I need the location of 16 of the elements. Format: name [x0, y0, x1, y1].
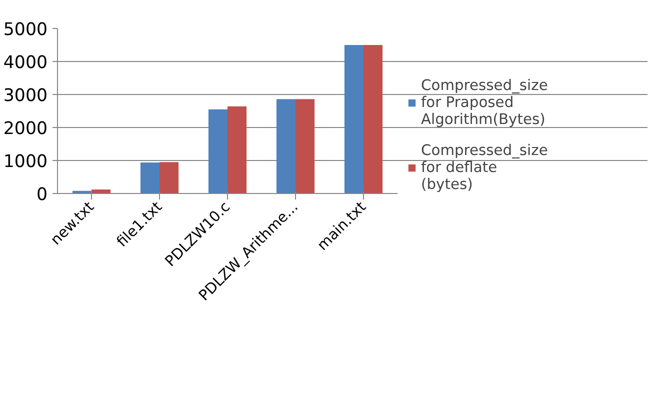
legend-label: Compressed_size for Praposed Algorithm(Bytes)	[421, 77, 548, 128]
y-tick-label: 4000	[3, 53, 48, 73]
y-tick-label: 5000	[3, 20, 48, 40]
y-tick-label: 0	[36, 185, 48, 205]
bar	[160, 162, 179, 194]
bar	[364, 45, 383, 194]
bar	[228, 106, 247, 194]
legend-label: Compressed_size for deflate (bytes)	[421, 142, 548, 193]
bar	[208, 109, 228, 194]
bar	[140, 162, 160, 194]
bar	[276, 99, 296, 194]
y-tick-label: 3000	[3, 86, 48, 106]
bar	[296, 99, 315, 194]
bar	[344, 45, 364, 194]
y-tick-label: 2000	[3, 119, 48, 139]
y-tick-label: 1000	[3, 152, 48, 172]
